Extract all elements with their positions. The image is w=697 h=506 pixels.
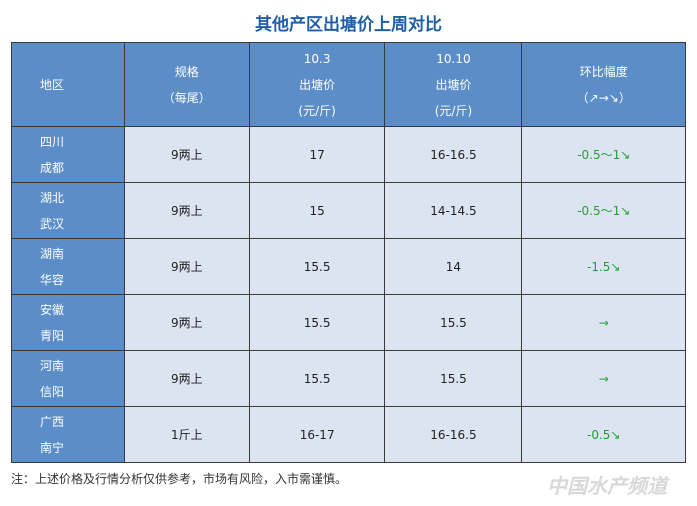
cell: -1.5↘ (521, 238, 686, 295)
cell: → (521, 350, 686, 407)
table-row: 湖南 华容 9两上 15.5 14 -1.5↘ (11, 238, 686, 295)
header-cell: 规格 （每尾） (123, 42, 250, 127)
table-body: 四川 成都 9两上 17 16-16.5 -0.5～1↘ 湖北 武汉 9两上 15 14-14.5-… (11, 126, 686, 463)
cell-line: 10.10 (436, 51, 471, 66)
cell: 15 (248, 182, 386, 239)
cell: → (521, 294, 686, 351)
cell: 15.5 (248, 350, 386, 407)
region-cell: 四川 成都 (11, 126, 125, 183)
note: 注：上述价格及行情分析仅供参考，市场有风险，入市需谨慎。 (11, 472, 348, 486)
cell-line: 武汉 (40, 216, 65, 231)
cell-line: 青阳 (40, 328, 65, 343)
cell-line: 湖北 (40, 190, 65, 205)
table-row: 安徽 青阳 9两上 15.5 15.5 → (11, 294, 686, 351)
cell-line: 湖南 (40, 246, 65, 261)
cell: 14 (384, 238, 523, 295)
cell-line: （↗→↘） (576, 90, 631, 105)
cell-line: 环比幅度 (579, 64, 628, 79)
cell-line: 出塘价 (299, 77, 336, 92)
cell: -0.5↘ (521, 406, 686, 463)
cell: 17 (248, 126, 386, 183)
title: 其他产区出塘价上周对比 (255, 15, 442, 35)
region-cell: 广西 南宁 (11, 406, 125, 463)
table-row: 湖北 武汉 9两上 15 14-14.5 -0.5～1↘ (11, 182, 686, 239)
header-row: 地区 规格 （每尾） 10.3 出塘价 (元/斤) 10.10 出塘价 (元/斤) 环比幅度 （↗→… (11, 42, 686, 127)
cell-line: 规格 (174, 64, 199, 79)
cell-line: (元/斤) (298, 103, 336, 118)
cell-line: 四川 (40, 134, 65, 149)
cell: 16-16.5 (384, 406, 523, 463)
header-cell: 地区 (11, 42, 125, 127)
table-row: 四川 成都 9两上 17 16-16.5 -0.5～1↘ (11, 126, 686, 183)
cell-line: 10.3 (303, 51, 331, 66)
cell: 9两上 (123, 294, 250, 351)
cell: 16-17 (248, 406, 386, 463)
header-cell: 10.3 出塘价 (元/斤) (248, 42, 386, 127)
table-row: 广西 南宁 1斤上 16-17 16-16.5 -0.5↘ (11, 406, 686, 463)
cell-line: 河南 (40, 358, 65, 373)
cell: 9两上 (123, 238, 250, 295)
cell: 15.5 (384, 294, 523, 351)
cell-line: 出塘价 (435, 77, 472, 92)
cell: -0.5～1↘ (521, 182, 686, 239)
region-cell: 湖南 华容 (11, 238, 125, 295)
cell: -0.5～1↘ (521, 126, 686, 183)
cell: 1斤上 (123, 406, 250, 463)
cell-line: 地区 (40, 77, 65, 92)
cell: 15.5 (248, 238, 386, 295)
cell-line: 华容 (40, 272, 65, 287)
cell-line: (元/斤) (434, 103, 473, 118)
watermark: 中国水产频道 (547, 474, 667, 498)
price-table: 地区 规格 （每尾） 10.3 出塘价 (元/斤) 10.10 出塘价 (元/斤) 环比幅度 （↗→… (11, 42, 686, 463)
cell-line: 广西 (40, 414, 65, 429)
table-row: 河南 信阳 9两上 15.5 15.5 → (11, 350, 686, 407)
cell: 9两上 (123, 182, 250, 239)
header-cell: 10.10 出塘价 (元/斤) (384, 42, 523, 127)
cell: 9两上 (123, 350, 250, 407)
cell-line: 信阳 (40, 384, 65, 399)
cell-line: 安徽 (40, 302, 65, 317)
cell: 9两上 (123, 126, 250, 183)
region-cell: 安徽 青阳 (11, 294, 125, 351)
region-cell: 河南 信阳 (11, 350, 125, 407)
table-header: 地区 规格 （每尾） 10.3 出塘价 (元/斤) 10.10 出塘价 (元/斤) 环比幅度 （↗→… (11, 42, 686, 127)
cell: 15.5 (384, 350, 523, 407)
cell-line: 成都 (40, 160, 65, 175)
cell-line: 南宁 (40, 440, 65, 455)
cell: 14-14.5 (384, 182, 523, 239)
cell: 15.5 (248, 294, 386, 351)
region-cell: 湖北 武汉 (11, 182, 125, 239)
cell: 16-16.5 (384, 126, 523, 183)
cell-line: （每尾） (162, 90, 211, 105)
header-cell: 环比幅度 （↗→↘） (521, 42, 686, 127)
